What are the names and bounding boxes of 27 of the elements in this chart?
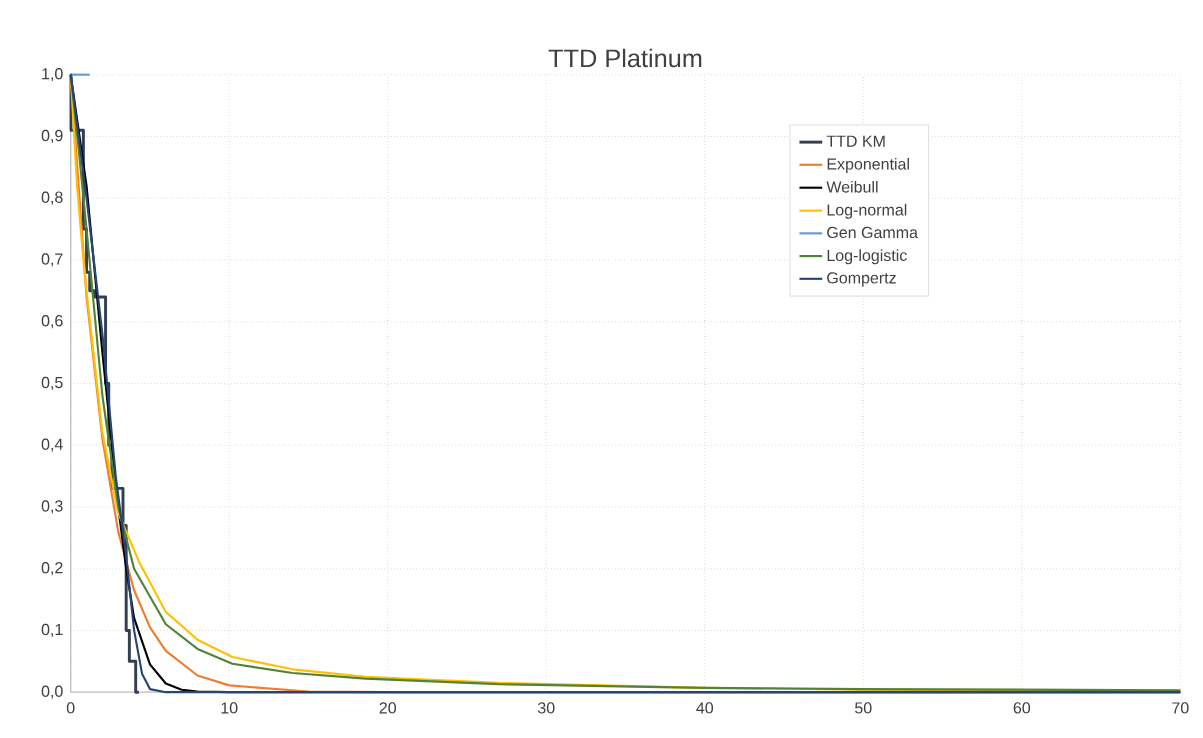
legend-label: Gen Gamma	[827, 226, 918, 238]
legend-label: Gompertz	[827, 272, 896, 287]
x-tick-label: 70	[1172, 702, 1189, 714]
y-tick-label: 0,8	[41, 191, 63, 205]
y-tick-label: 0,4	[41, 438, 63, 452]
x-tick-label: 50	[855, 702, 872, 714]
y-tick-label: 0,1	[41, 623, 63, 637]
y-tick-label: 1,0	[42, 67, 63, 82]
x-tick-label: 40	[696, 702, 714, 714]
legend-label: Weibull	[826, 180, 878, 193]
y-tick-label: 0,7	[41, 253, 63, 267]
x-tick-label: 60	[1013, 702, 1031, 714]
y-tick-label: 0,6	[41, 314, 63, 329]
x-tick-label: 20	[379, 702, 397, 714]
y-tick-label: 0,3	[41, 500, 63, 514]
y-tick-label: 0,5	[41, 376, 63, 390]
y-tick-label: 0,2	[41, 561, 63, 576]
y-tick-label: 0,9	[41, 129, 63, 143]
legend-label: TTD KM	[826, 135, 885, 147]
x-tick-label: 30	[537, 702, 555, 714]
y-tick-label: 0,0	[41, 685, 63, 699]
legend-label: Log-logistic	[827, 249, 907, 265]
x-tick-label: 0	[66, 702, 75, 714]
legend-label: Exponential	[827, 157, 909, 173]
legend-label: Log-normal	[827, 203, 907, 219]
x-tick-label: 10	[221, 702, 238, 714]
chart-title: TTD Platinum	[548, 48, 702, 68]
